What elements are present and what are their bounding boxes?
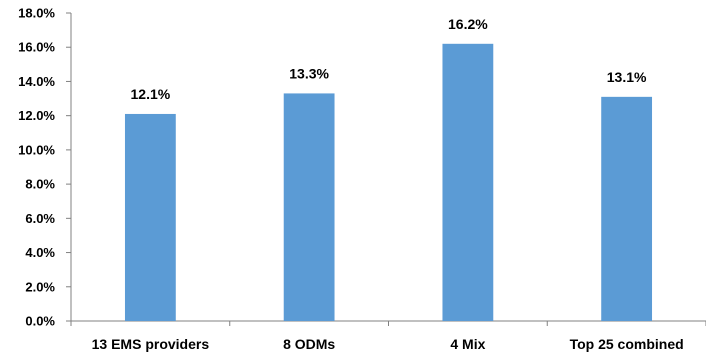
y-tick-label: 10.0% bbox=[18, 142, 55, 157]
x-category-label: 13 EMS providers bbox=[92, 336, 210, 352]
bar-value-label: 16.2% bbox=[448, 16, 488, 32]
y-tick-label: 14.0% bbox=[18, 74, 55, 89]
x-category-label: 8 ODMs bbox=[283, 336, 335, 352]
y-tick-label: 0.0% bbox=[25, 314, 55, 329]
bar bbox=[283, 93, 335, 321]
bar bbox=[124, 113, 176, 321]
y-axis: 0.0% 2.0% 4.0% 6.0% 8.0% 10.0% 12.0% 14.0% 16.0%… bbox=[18, 6, 72, 329]
y-tick-label: 2.0% bbox=[25, 279, 55, 294]
y-tick-label: 12.0% bbox=[18, 108, 55, 123]
data-labels: 12.1% 13.3% 16.2% 13.1% bbox=[131, 16, 647, 102]
bars bbox=[124, 43, 653, 322]
x-axis: 13 EMS providers 8 ODMs 4 Mix Top 25 combin… bbox=[70, 320, 706, 352]
x-category-label: 4 Mix bbox=[450, 336, 485, 352]
y-tick-label: 4.0% bbox=[25, 245, 55, 260]
bar-value-label: 13.1% bbox=[607, 69, 647, 85]
y-tick-label: 8.0% bbox=[25, 177, 55, 192]
bar bbox=[442, 43, 494, 322]
bar bbox=[601, 96, 653, 321]
y-tick-label: 6.0% bbox=[25, 211, 55, 226]
y-tick-label: 16.0% bbox=[18, 40, 55, 55]
x-category-label: Top 25 combined bbox=[570, 336, 684, 352]
bar-value-label: 13.3% bbox=[289, 65, 329, 81]
bar-value-label: 12.1% bbox=[131, 86, 171, 102]
y-tick-label: 18.0% bbox=[18, 6, 55, 21]
